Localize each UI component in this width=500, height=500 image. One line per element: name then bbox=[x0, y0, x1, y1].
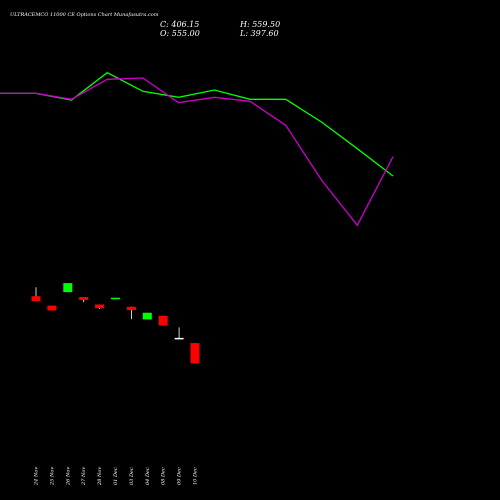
x-tick-label: 27 Nov bbox=[81, 467, 87, 486]
candle-body bbox=[111, 297, 120, 300]
close-value: C: 406.15 bbox=[160, 20, 199, 29]
indicator-lines bbox=[0, 71, 394, 227]
x-tick-label: 25 Nov bbox=[49, 467, 55, 486]
x-tick-label: 10 Dec bbox=[193, 467, 199, 485]
candle-body bbox=[174, 337, 184, 340]
low-value: L: 397.60 bbox=[239, 29, 279, 38]
candle bbox=[95, 304, 105, 309]
candle bbox=[111, 297, 120, 300]
candle bbox=[190, 343, 200, 364]
candle-body bbox=[63, 283, 73, 293]
chart-title: ULTRACEMCO 11000 CE Options Chart Munafa… bbox=[10, 12, 159, 18]
indicator-line-2 bbox=[0, 77, 394, 227]
candle-body bbox=[142, 312, 152, 320]
x-tick-label: 08 Dec bbox=[161, 467, 167, 485]
x-tick-label: 09 Dec bbox=[177, 467, 183, 485]
candle-body bbox=[95, 304, 105, 309]
candle-body bbox=[79, 297, 89, 300]
candle-body bbox=[31, 296, 41, 302]
candle-body bbox=[126, 306, 136, 311]
x-tick-label: 24 Nov bbox=[34, 467, 40, 486]
candle-body bbox=[158, 315, 168, 326]
x-tick-label: 01 Dec bbox=[113, 467, 119, 485]
x-axis-labels: 24 Nov 25 Nov 26 Nov 27 Nov 28 Nov 01 Dec 03 D… bbox=[34, 467, 199, 486]
high-value: H: 559.50 bbox=[239, 20, 280, 29]
candle bbox=[174, 327, 184, 340]
candle-body bbox=[190, 343, 200, 364]
candle bbox=[63, 283, 73, 293]
x-tick-label: 04 Dec bbox=[145, 467, 151, 485]
candle-body bbox=[47, 305, 57, 311]
x-tick-label: 28 Nov bbox=[97, 467, 103, 486]
open-value: O: 555.00 bbox=[160, 29, 200, 38]
x-tick-label: 26 Nov bbox=[65, 467, 71, 486]
candle bbox=[158, 315, 168, 326]
candle bbox=[126, 306, 136, 320]
candle bbox=[47, 305, 57, 311]
candle bbox=[79, 297, 89, 303]
candle bbox=[142, 312, 152, 320]
candle bbox=[31, 287, 41, 302]
candlestick-series bbox=[31, 283, 200, 364]
x-tick-label: 03 Dec bbox=[129, 467, 135, 485]
